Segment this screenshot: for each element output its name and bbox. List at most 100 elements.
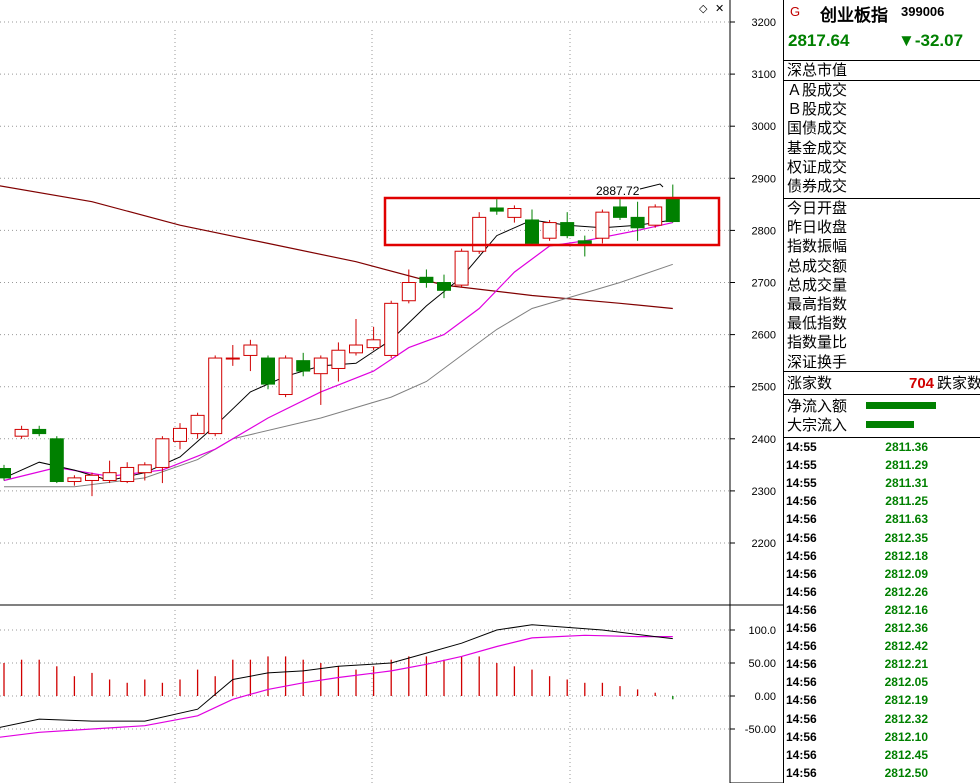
candle-body: [331, 349, 346, 369]
candle-body: [85, 474, 99, 481]
candle: [32, 425, 47, 437]
tick-time: 14:56: [786, 512, 817, 527]
high-annotation: 2887.72: [596, 184, 640, 198]
indicator-tick-label: 100.0: [748, 625, 776, 637]
candle-body: [577, 240, 592, 244]
tick-price: 2812.19: [884, 693, 928, 708]
candle-body: [261, 357, 275, 385]
candle: [419, 269, 434, 288]
candle: [560, 212, 575, 239]
candle: [120, 462, 135, 484]
candle: [102, 460, 117, 484]
candle: [630, 201, 645, 241]
candle-body: [67, 477, 82, 483]
price-tick-label: 2500: [752, 382, 776, 394]
candle-body: [454, 250, 469, 286]
tick-time: 14:56: [786, 602, 817, 617]
candle: [190, 412, 205, 439]
tick-row: 14:56 2812.19: [786, 691, 976, 709]
candle-body: [542, 222, 557, 239]
tick-row: 14:56 2812.26: [786, 583, 976, 601]
candle: [173, 423, 187, 450]
candle: [85, 472, 99, 497]
candle: [489, 199, 504, 215]
candle: [137, 462, 152, 481]
tick-price: 2811.36: [885, 440, 928, 454]
candle-body: [102, 472, 117, 481]
candle-body: [349, 344, 363, 354]
candle: [472, 212, 487, 254]
candle-body: [489, 207, 504, 212]
candle: [225, 345, 240, 366]
last-price: 2817.64: [788, 31, 850, 50]
tick-time: 14:56: [786, 711, 817, 726]
tick-time: 14:56: [786, 530, 817, 545]
market-flag: G: [790, 4, 801, 19]
candle-body: [507, 208, 522, 218]
tick-row: 14:56 2812.18: [786, 547, 976, 565]
candle-body: [384, 302, 399, 356]
candle-body: [437, 282, 451, 291]
tick-price: 2811.25: [885, 494, 928, 509]
tick-price: 2812.45: [884, 747, 928, 762]
field-label: Ａ股成交: [787, 82, 848, 99]
tick-row: 14:55 2811.36: [786, 438, 976, 456]
candle-body: [225, 357, 240, 360]
tick-time: 14:56: [786, 621, 817, 635]
field-label: 昨日收盘: [787, 219, 848, 237]
field-label: 最低指数: [787, 315, 848, 333]
field-label: 总成交量: [787, 276, 848, 294]
kline-chart: 2200 2300 2400 2500 2600 2700 2800 2900 3000 3100…: [0, 0, 783, 783]
tick-price: 2812.42: [884, 639, 928, 654]
tick-row: 14:56 2812.16: [786, 601, 976, 619]
tick-time: 14:56: [786, 693, 817, 708]
tick-price: 2812.21: [884, 657, 928, 672]
tick-row: 14:55 2811.31: [786, 474, 976, 492]
candle-body: [0, 467, 11, 479]
candle-body: [665, 198, 680, 223]
tick-price: 2811.63: [885, 512, 928, 527]
candle: [349, 318, 363, 356]
tick-time: 14:56: [786, 548, 817, 563]
tick-price: 2812.50: [884, 765, 928, 780]
tick-row: 14:56 2812.05: [786, 673, 976, 691]
index-name: 创业板指: [820, 6, 888, 25]
candle-body: [243, 344, 258, 356]
rise-count-label: 涨家数: [787, 375, 833, 392]
tick-price: 2811.29: [885, 458, 928, 473]
tick-time: 14:56: [786, 566, 817, 581]
field-label: 债券成交: [787, 178, 848, 195]
close-icon: ✕: [715, 3, 724, 15]
ma20-line: [4, 263, 673, 488]
candle-body: [313, 357, 328, 375]
tick-time: 14:55: [786, 458, 817, 473]
tick-price: 2812.26: [884, 584, 928, 599]
fall-count-label: 跌家数: [937, 375, 980, 392]
candle: [278, 355, 293, 398]
diamond-icon: ◇: [699, 3, 708, 15]
quote-panel: G 创业板指 399006 2817.64 ▼-32.07 深总市值 Ａ股成交 Ｂ股…: [783, 0, 980, 783]
candle-body: [472, 216, 487, 252]
candle: [366, 326, 381, 351]
price-tick-label: 2900: [752, 173, 776, 185]
field-label: 深总市值: [787, 62, 848, 79]
ma10-line: [3, 222, 673, 482]
tick-time: 14:56: [786, 584, 817, 599]
tick-time: 14:56: [786, 675, 817, 690]
field-label: 深证换手: [787, 353, 848, 371]
candle: [0, 464, 11, 481]
net-inflow-label: 净流入额: [787, 398, 848, 415]
candle: [331, 342, 346, 382]
field-label: 最高指数: [787, 296, 848, 313]
candle: [243, 339, 258, 372]
panel-divider: [783, 198, 980, 199]
tick-price: 2812.18: [884, 548, 928, 563]
candle-body: [419, 276, 434, 284]
candle-body: [630, 216, 645, 229]
candle-body: [401, 282, 416, 302]
tick-row: 14:56 2812.36: [786, 619, 976, 637]
candle: [648, 204, 663, 228]
price-tick-label: 3100: [752, 69, 776, 81]
candle-body: [296, 360, 311, 372]
tick-row: 14:56 2812.45: [786, 746, 976, 764]
